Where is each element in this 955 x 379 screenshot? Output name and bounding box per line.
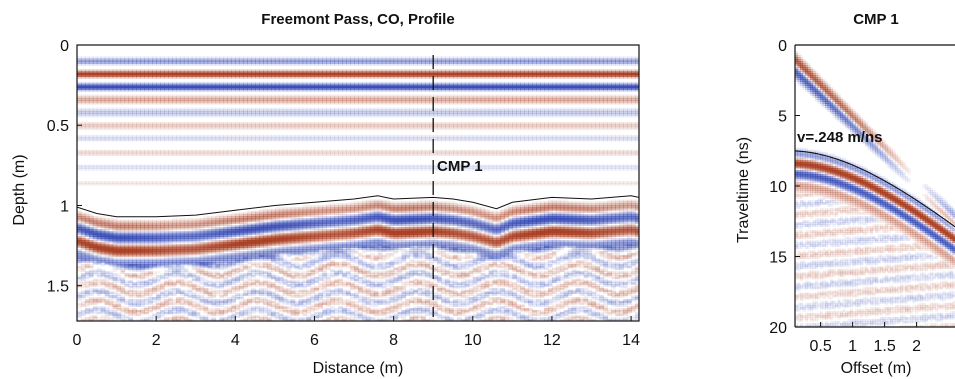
- cmp-title: CMP 1: [853, 11, 899, 28]
- profile-y-tick-label: 0: [60, 38, 69, 55]
- cmp-y-ticks: 0 5 10 15 20: [769, 38, 800, 337]
- profile-x-tick-label: 14: [622, 332, 640, 349]
- cmp-y-tick-label: 15: [769, 250, 787, 267]
- profile-x-label: Distance (m): [313, 360, 404, 377]
- cmp-x-tick-label: 1.5: [873, 338, 895, 355]
- cmp-velocity-annotation: v=.248 m/ns: [797, 129, 882, 146]
- profile-plot-area: [77, 45, 639, 321]
- profile-background: [77, 45, 639, 321]
- profile-y-tick-label: 1.5: [47, 279, 69, 296]
- profile-chart: Freemont Pass, CO, Profile 0 2 4 6 8 10 12 14 0…: [11, 11, 640, 377]
- profile-x-tick-label: 6: [310, 332, 319, 349]
- profile-y-ticks: 0 0.5 1 1.5: [47, 38, 82, 296]
- profile-x-tick-label: 8: [389, 332, 398, 349]
- profile-y-tick-label: 1: [60, 198, 69, 215]
- profile-x-tick-label: 0: [73, 332, 82, 349]
- cmp-x-label: Offset (m): [841, 360, 912, 377]
- profile-interface-line: [77, 195, 639, 218]
- cmp-hyperbola-line: [795, 150, 955, 228]
- profile-x-ticks: 0 2 4 6 8 10 12 14: [73, 316, 640, 349]
- cmp-y-tick-label: 5: [778, 109, 787, 126]
- profile-x-tick-label: 12: [543, 332, 561, 349]
- cmp-x-ticks: 0.5 1 1.5 2: [809, 322, 921, 355]
- profile-title: Freemont Pass, CO, Profile: [261, 11, 454, 28]
- cmp-x-tick-label: 0.5: [809, 338, 831, 355]
- profile-y-label: Depth (m): [11, 154, 28, 225]
- profile-x-tick-label: 10: [464, 332, 482, 349]
- profile-y-tick-label: 0.5: [47, 118, 69, 135]
- cmp-x-tick-label: 2: [912, 338, 921, 355]
- profile-radargram: [77, 56, 639, 321]
- cmp-chart: CMP 1 0.5 1 1.5 2 0 5 10 15 20 v=.248 m/ns Offs…: [735, 11, 955, 377]
- cmp-x-tick-label: 1: [848, 338, 857, 355]
- cmp-y-tick-label: 20: [769, 320, 787, 337]
- cmp-gather: [795, 51, 955, 327]
- cmp-y-tick-label: 10: [769, 179, 787, 196]
- profile-x-tick-label: 2: [152, 332, 161, 349]
- cmp-y-tick-label: 0: [778, 38, 787, 55]
- cmp-marker-label: CMP 1: [437, 158, 483, 175]
- cmp-plot-area: [795, 45, 955, 327]
- profile-frame: [76, 44, 640, 322]
- profile-x-tick-label: 4: [231, 332, 240, 349]
- cmp-y-label: Traveltime (ns): [735, 137, 752, 243]
